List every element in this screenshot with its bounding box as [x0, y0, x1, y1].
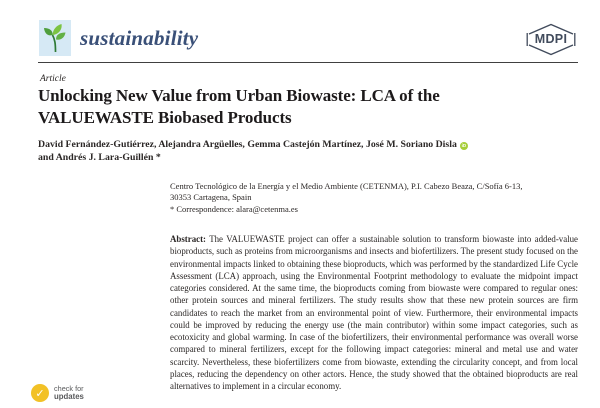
mdpi-logo[interactable]: MDPI	[526, 22, 576, 57]
badge-line1: check for	[54, 383, 84, 393]
check-for-updates-label: check for updates	[54, 383, 84, 401]
corresponding-author-mark: *	[155, 151, 161, 163]
authors-line2: and Andrés J. Lara-Guillén	[38, 151, 154, 163]
plant-sprout-icon	[44, 24, 66, 53]
correspondence-marker: *	[170, 204, 175, 215]
affiliation-line1: Centro Tecnológico de la Energía y el Me…	[170, 181, 523, 191]
journal-brand[interactable]: sustainability	[39, 20, 198, 56]
abstract-label: Abstract:	[170, 234, 206, 244]
correspondence-email[interactable]: alara@cetenma.es	[236, 204, 298, 215]
mdpi-frame-icon	[526, 23, 576, 56]
abstract-text: The VALUEWASTE project can offer a susta…	[170, 234, 578, 391]
affiliation-line2: 30353 Cartagena, Spain	[170, 191, 252, 202]
abstract: Abstract: The VALUEWASTE project can off…	[170, 233, 578, 392]
badge-line2: updates	[54, 392, 84, 401]
mdpi-wordmark: MDPI	[534, 32, 568, 46]
check-for-updates-badge[interactable]: ✓ check for updates	[31, 384, 84, 402]
journal-name: sustainability	[80, 25, 199, 50]
sustainability-journal-logo	[39, 20, 71, 56]
header-divider	[38, 62, 578, 63]
article-title: Unlocking New Value from Urban Biowaste:…	[38, 86, 440, 127]
correspondence-line: * Correspondence: alara@cetenma.es	[170, 204, 582, 215]
correspondence-label: Correspondence:	[176, 204, 234, 215]
authors-line1: David Fernández-Gutiérrez, Alejandra Arg…	[38, 139, 457, 150]
affiliation-block: Centro Tecnológico de la Energía y el Me…	[170, 181, 582, 215]
orcid-icon[interactable]: iD	[459, 141, 468, 150]
article-type-label: Article	[40, 74, 66, 84]
author-list: David Fernández-Gutiérrez, Alejandra Arg…	[38, 139, 538, 164]
check-icon: ✓	[31, 384, 49, 402]
